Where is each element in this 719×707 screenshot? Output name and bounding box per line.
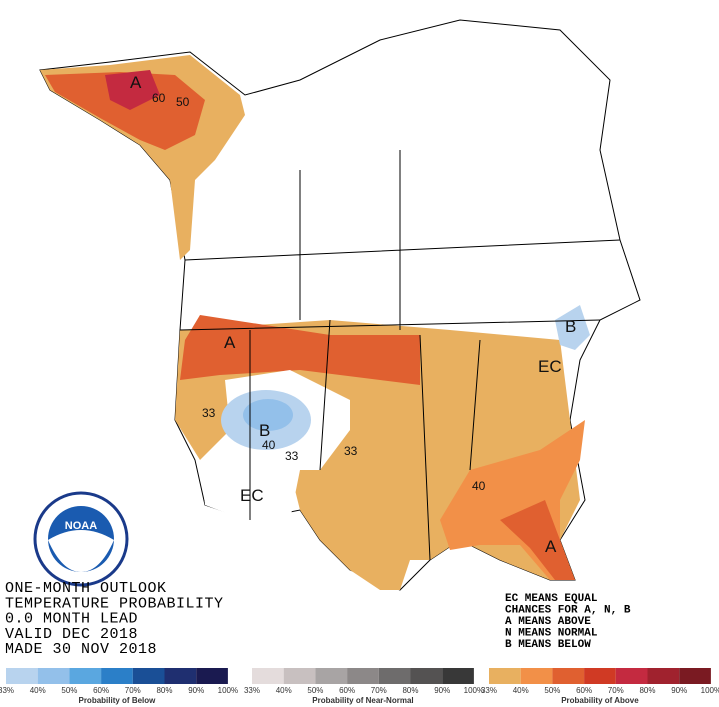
map-label: A <box>130 73 142 92</box>
legend-swatch <box>101 668 133 684</box>
legend-swatch <box>615 668 648 684</box>
legend-label: 80% <box>156 686 172 695</box>
title-line: ONE-MONTH OUTLOOK <box>5 580 167 597</box>
map-labels: A 60 50 A 33 B 40 33 33 EC B EC 40 A <box>130 73 576 556</box>
legend-swatch <box>647 668 680 684</box>
legend-label: 100% <box>701 686 719 695</box>
legend-label: 70% <box>125 686 141 695</box>
legend-swatch <box>378 668 411 684</box>
legend-label: 50% <box>544 686 560 695</box>
legend-label: 90% <box>188 686 204 695</box>
borders <box>179 150 621 561</box>
map-label: B <box>565 317 576 336</box>
legend-swatch <box>196 668 228 684</box>
legend: 33% 40% 50% 60% 70% 80% 90% 100% Probability of … <box>0 668 719 705</box>
legend-label: 100% <box>218 686 238 695</box>
legend-swatch <box>37 668 70 684</box>
map-label: EC <box>240 486 264 505</box>
title-line: VALID DEC 2018 <box>5 626 138 643</box>
legend-swatch <box>584 668 616 684</box>
alaska-above-60 <box>105 70 160 110</box>
key-line: A MEANS ABOVE <box>505 616 591 628</box>
legend-label: 100% <box>464 686 484 695</box>
map-label: 40 <box>262 438 276 452</box>
florida-above-50 <box>500 500 575 580</box>
noaa-logo: NOAA <box>33 491 129 587</box>
legend-title: Probability of Above <box>561 696 639 705</box>
title-line: TEMPERATURE PROBABILITY <box>5 595 224 612</box>
map-label: 60 <box>152 91 166 105</box>
north-above-50 <box>180 315 420 385</box>
legend-label: 50% <box>307 686 323 695</box>
legend-label: 40% <box>513 686 529 695</box>
map-label: 33 <box>202 406 216 420</box>
key-line: B MEANS BELOW <box>505 639 591 651</box>
title-line: MADE 30 NOV 2018 <box>5 641 157 658</box>
legend-label: 70% <box>608 686 624 695</box>
legend-label: 80% <box>402 686 418 695</box>
map-label: A <box>545 537 557 556</box>
legend-swatch <box>69 668 102 684</box>
legend-label: 90% <box>434 686 450 695</box>
logo-text: NOAA <box>65 520 97 532</box>
legend-swatch <box>315 668 348 684</box>
map-label: A <box>224 333 236 352</box>
map-label: 40 <box>472 479 486 493</box>
map-label: 33 <box>344 444 358 458</box>
key-line: N MEANS NORMAL <box>505 628 598 640</box>
legend-swatch <box>6 668 38 684</box>
northeast-below <box>555 305 590 350</box>
legend-swatch <box>679 668 711 684</box>
map-label: 50 <box>176 95 190 109</box>
legend-label: 50% <box>61 686 77 695</box>
legend-label: 33% <box>481 686 497 695</box>
legend-label: 33% <box>244 686 260 695</box>
map-label: 33 <box>285 449 299 463</box>
legend-label: 90% <box>671 686 687 695</box>
legend-swatch <box>489 668 521 684</box>
legend-swatch <box>283 668 316 684</box>
legend-swatch <box>347 668 379 684</box>
legend-label: 33% <box>0 686 14 695</box>
alaska-above-50 <box>45 72 205 150</box>
legend-swatch <box>442 668 474 684</box>
legend-swatch <box>520 668 553 684</box>
legend-label: 70% <box>371 686 387 695</box>
legend-label: 40% <box>30 686 46 695</box>
legend-swatch <box>164 668 197 684</box>
legend-label: 60% <box>93 686 109 695</box>
below-40 <box>243 399 293 431</box>
legend-title: Probability of Below <box>78 696 156 705</box>
key-line: CHANCES FOR A, N, B <box>505 605 631 617</box>
legend-label: 40% <box>276 686 292 695</box>
legend-swatch <box>132 668 165 684</box>
map-shapes <box>39 19 641 591</box>
title-line: 0.0 MONTH LEAD <box>5 611 138 628</box>
legend-label: 60% <box>339 686 355 695</box>
legend-swatch <box>552 668 585 684</box>
key-line: EC MEANS EQUAL <box>505 593 598 605</box>
legend-title: Probability of Near-Normal <box>312 696 413 705</box>
legend-swatch <box>410 668 443 684</box>
legend-label: 80% <box>639 686 655 695</box>
map-label: EC <box>538 357 562 376</box>
legend-label: 60% <box>576 686 592 695</box>
map-label: B <box>259 421 270 440</box>
legend-swatch <box>252 668 284 684</box>
